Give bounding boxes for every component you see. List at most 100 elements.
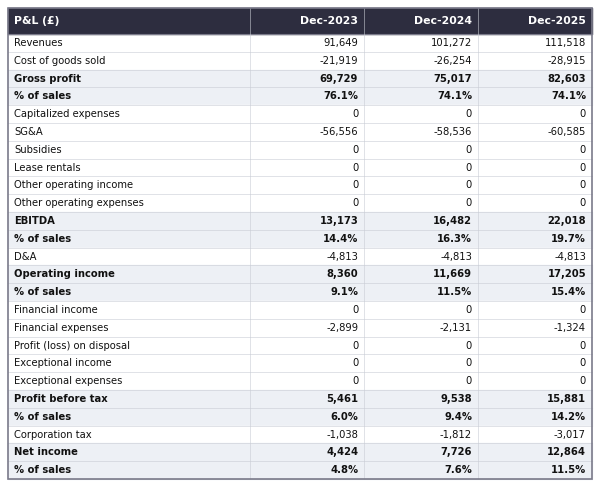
Text: Corporation tax: Corporation tax bbox=[14, 430, 92, 439]
Text: -1,038: -1,038 bbox=[326, 430, 358, 439]
Text: 0: 0 bbox=[580, 109, 586, 119]
Text: 74.1%: 74.1% bbox=[437, 91, 472, 101]
Text: 0: 0 bbox=[466, 305, 472, 315]
Text: P&L (£): P&L (£) bbox=[14, 16, 59, 26]
Text: Dec-2025: Dec-2025 bbox=[528, 16, 586, 26]
Text: 0: 0 bbox=[352, 305, 358, 315]
Text: % of sales: % of sales bbox=[14, 91, 71, 101]
Text: 11,669: 11,669 bbox=[433, 269, 472, 279]
Text: -28,915: -28,915 bbox=[548, 56, 586, 66]
Text: Net income: Net income bbox=[14, 447, 78, 457]
Text: 0: 0 bbox=[580, 341, 586, 350]
Text: -4,813: -4,813 bbox=[554, 251, 586, 261]
Text: 0: 0 bbox=[352, 180, 358, 191]
Text: 0: 0 bbox=[466, 198, 472, 208]
Text: % of sales: % of sales bbox=[14, 287, 71, 297]
Text: 0: 0 bbox=[580, 358, 586, 368]
Text: % of sales: % of sales bbox=[14, 465, 71, 475]
Text: 0: 0 bbox=[352, 162, 358, 173]
Text: 9,538: 9,538 bbox=[440, 394, 472, 404]
Text: 0: 0 bbox=[466, 341, 472, 350]
Text: 0: 0 bbox=[580, 162, 586, 173]
Text: 0: 0 bbox=[352, 145, 358, 155]
Text: -26,254: -26,254 bbox=[434, 56, 472, 66]
Text: Financial income: Financial income bbox=[14, 305, 98, 315]
Text: 17,205: 17,205 bbox=[547, 269, 586, 279]
Text: -21,919: -21,919 bbox=[320, 56, 358, 66]
Text: Exceptional income: Exceptional income bbox=[14, 358, 112, 368]
Text: Operating income: Operating income bbox=[14, 269, 115, 279]
Text: -4,813: -4,813 bbox=[326, 251, 358, 261]
Text: 13,173: 13,173 bbox=[319, 216, 358, 226]
Text: 8,360: 8,360 bbox=[326, 269, 358, 279]
Text: 9.1%: 9.1% bbox=[330, 287, 358, 297]
Text: Capitalized expenses: Capitalized expenses bbox=[14, 109, 120, 119]
Text: D&A: D&A bbox=[14, 251, 37, 261]
Text: 82,603: 82,603 bbox=[548, 73, 586, 84]
Text: 19.7%: 19.7% bbox=[551, 234, 586, 243]
Text: 0: 0 bbox=[352, 341, 358, 350]
Text: 76.1%: 76.1% bbox=[323, 91, 358, 101]
Text: 0: 0 bbox=[352, 198, 358, 208]
Text: -4,813: -4,813 bbox=[440, 251, 472, 261]
Text: 9.4%: 9.4% bbox=[444, 412, 472, 422]
Text: Cost of goods sold: Cost of goods sold bbox=[14, 56, 106, 66]
Text: SG&A: SG&A bbox=[14, 127, 43, 137]
Text: 5,461: 5,461 bbox=[326, 394, 358, 404]
Text: % of sales: % of sales bbox=[14, 234, 71, 243]
Text: -2,899: -2,899 bbox=[326, 323, 358, 333]
Text: Dec-2024: Dec-2024 bbox=[414, 16, 472, 26]
Text: 11.5%: 11.5% bbox=[437, 287, 472, 297]
Text: 12,864: 12,864 bbox=[547, 447, 586, 457]
Text: -56,556: -56,556 bbox=[320, 127, 358, 137]
Text: -1,812: -1,812 bbox=[440, 430, 472, 439]
Text: 101,272: 101,272 bbox=[431, 38, 472, 48]
Text: EBITDA: EBITDA bbox=[14, 216, 55, 226]
Text: Subsidies: Subsidies bbox=[14, 145, 62, 155]
Text: Other operating income: Other operating income bbox=[14, 180, 133, 191]
Text: Profit (loss) on disposal: Profit (loss) on disposal bbox=[14, 341, 130, 350]
Text: 0: 0 bbox=[352, 376, 358, 386]
Text: 15.4%: 15.4% bbox=[551, 287, 586, 297]
Text: 14.2%: 14.2% bbox=[551, 412, 586, 422]
Text: Exceptional expenses: Exceptional expenses bbox=[14, 376, 122, 386]
Text: -60,585: -60,585 bbox=[548, 127, 586, 137]
Text: 75,017: 75,017 bbox=[433, 73, 472, 84]
Text: -58,536: -58,536 bbox=[434, 127, 472, 137]
Text: 0: 0 bbox=[466, 376, 472, 386]
Text: Revenues: Revenues bbox=[14, 38, 62, 48]
Text: 0: 0 bbox=[466, 145, 472, 155]
Text: 4,424: 4,424 bbox=[326, 447, 358, 457]
Text: % of sales: % of sales bbox=[14, 412, 71, 422]
Text: 7,726: 7,726 bbox=[440, 447, 472, 457]
Text: 111,518: 111,518 bbox=[545, 38, 586, 48]
Text: Gross profit: Gross profit bbox=[14, 73, 81, 84]
Text: 69,729: 69,729 bbox=[320, 73, 358, 84]
Text: 14.4%: 14.4% bbox=[323, 234, 358, 243]
Text: 0: 0 bbox=[580, 198, 586, 208]
Text: 0: 0 bbox=[580, 180, 586, 191]
Text: -2,131: -2,131 bbox=[440, 323, 472, 333]
Text: -1,324: -1,324 bbox=[554, 323, 586, 333]
Text: 0: 0 bbox=[580, 305, 586, 315]
Text: 74.1%: 74.1% bbox=[551, 91, 586, 101]
Text: 91,649: 91,649 bbox=[323, 38, 358, 48]
Text: Lease rentals: Lease rentals bbox=[14, 162, 80, 173]
Text: 15,881: 15,881 bbox=[547, 394, 586, 404]
Text: 4.8%: 4.8% bbox=[330, 465, 358, 475]
Text: Other operating expenses: Other operating expenses bbox=[14, 198, 144, 208]
Text: 6.0%: 6.0% bbox=[331, 412, 358, 422]
Text: Dec-2023: Dec-2023 bbox=[300, 16, 358, 26]
Text: 0: 0 bbox=[580, 145, 586, 155]
Text: 7.6%: 7.6% bbox=[444, 465, 472, 475]
Text: Financial expenses: Financial expenses bbox=[14, 323, 109, 333]
Text: 11.5%: 11.5% bbox=[551, 465, 586, 475]
Text: 0: 0 bbox=[466, 162, 472, 173]
Text: 0: 0 bbox=[352, 358, 358, 368]
Text: 0: 0 bbox=[466, 180, 472, 191]
Text: 0: 0 bbox=[352, 109, 358, 119]
Text: 0: 0 bbox=[466, 358, 472, 368]
Text: -3,017: -3,017 bbox=[554, 430, 586, 439]
Text: Profit before tax: Profit before tax bbox=[14, 394, 108, 404]
Text: 0: 0 bbox=[466, 109, 472, 119]
